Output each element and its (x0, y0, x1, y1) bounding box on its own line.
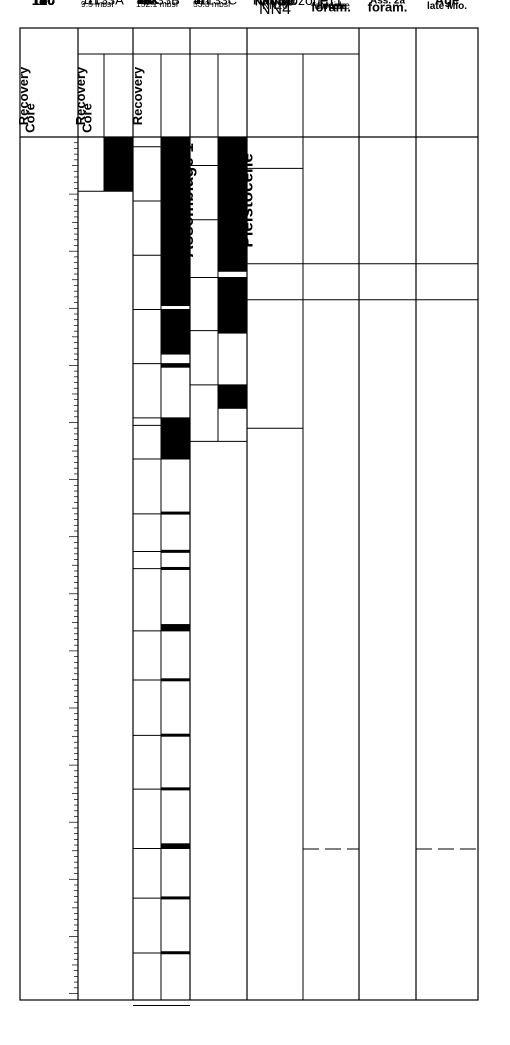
recovery-bar (218, 330, 247, 334)
recovery-bar (161, 146, 190, 201)
core-label: 3H (137, 0, 152, 7)
recovery-bar (161, 624, 190, 631)
column-headers: 1133ACoreRecovery1133BCoreRecovery1133CC… (16, 0, 460, 133)
depth-tick-label: 100 (32, 0, 56, 8)
core-label: 5H (194, 0, 209, 7)
depth-tick-label: 110 (32, 0, 55, 8)
plankt-header: Plankt.foram. (310, 0, 353, 14)
core-label: 1H (137, 0, 150, 7)
nanno-zone-label: NN5–NN4 (255, 0, 296, 18)
recovery-bar (218, 137, 247, 166)
depth-tick-label: 70 (39, 0, 55, 8)
core-label: 19X (137, 0, 158, 7)
benth-header: Benth.foram. (367, 0, 407, 14)
plankt-zone-label: nosample (315, 0, 348, 12)
hole-columns: 1HTD =9.5 mbsf1H2H3H4H5H6H7H8X9X10X11X12… (78, 0, 247, 1006)
depth-tick-label: 60 (39, 0, 55, 8)
recovery-bar (161, 843, 190, 849)
recovery-bar (218, 277, 247, 331)
nanno-zone-label: NN21–NN20 (259, 0, 291, 12)
core-label: 2H (137, 0, 152, 7)
recovery-header: Recovery (16, 66, 31, 125)
nanno-header: Nanno. (253, 0, 297, 8)
nanno-zone-label: NN6 (259, 0, 291, 10)
core-label: 17X (137, 0, 158, 7)
td-note: TD =53.3 mbsf (193, 0, 231, 9)
recovery-bar (161, 200, 190, 256)
core-label: 16X (137, 0, 158, 7)
recovery-bar (218, 165, 247, 220)
depth-tick-label: 120 (32, 0, 56, 8)
core-label: 15X (137, 0, 158, 7)
core-label: 6H (194, 0, 209, 7)
age-zone-label: Pleistocene (238, 153, 257, 248)
recovery-bar (104, 137, 133, 192)
hole-name: 1133C (200, 0, 237, 8)
plankt-zone-label: Pt1 (319, 0, 343, 10)
core-label: 3H (194, 0, 209, 7)
core-label: 9X (137, 0, 152, 7)
depth-tick-label: 80 (39, 0, 55, 8)
depth-tick-label: 20 (39, 0, 55, 8)
recovery-bar (161, 363, 190, 368)
core-label: 14X (137, 0, 158, 7)
core-label: 5H (137, 0, 152, 7)
outer-frame (19, 27, 479, 1001)
plankt-zone-label: middleMiocene (312, 0, 350, 12)
depth-tick-label: 150 (32, 0, 56, 8)
core-label: 13X (137, 0, 158, 7)
core-label: 4H (137, 0, 152, 7)
recovery-bar (218, 384, 247, 409)
recovery-bar (161, 255, 190, 307)
hole-name: 1133B (143, 0, 180, 8)
depth-tick-label: 90 (39, 0, 55, 8)
hole-name: 1133A (87, 0, 124, 8)
core-header: Core (23, 103, 38, 133)
recovery-bar (161, 309, 190, 355)
age-header: Age (435, 0, 460, 8)
recovery-header: Recovery (130, 66, 145, 125)
depth-tick-label: 10 (39, 0, 55, 8)
depth-axis: Depth (mbsf)1020304050607080901001101201… (32, 0, 78, 994)
recovery-bar (161, 417, 190, 426)
benth-zone-label: Ass. 2a (370, 0, 405, 7)
td-note: TD =152.1 mbsf (136, 0, 179, 9)
recovery-bar (161, 137, 190, 147)
core-label: 7H (137, 0, 150, 7)
age-zone-label: early Plio.-late Mio. (422, 0, 473, 12)
core-label: 1H (82, 0, 97, 7)
zone-columns: NN21–NN20NN19NN12NN6NN5–NN4 Pt1Plio.-l. M… (178, 0, 478, 850)
depth-tick-label: 130 (32, 0, 56, 8)
core-label: 2H (194, 0, 209, 7)
recovery-header: Recovery (73, 66, 88, 125)
core-label: 12X (137, 0, 158, 7)
core-label: 4H (194, 0, 209, 7)
benth-zone-label: Assemblage 1 (178, 143, 197, 257)
nanno-zone-label: NN12 (262, 0, 288, 7)
core-label: 8X (137, 0, 152, 7)
depth-tick-label: 140 (32, 0, 56, 8)
core-label: 1H (194, 0, 209, 7)
recovery-bar (161, 511, 190, 515)
biozone-header: Biozone (278, 0, 329, 8)
core-label: 10X (137, 0, 158, 7)
core-header: Core (80, 103, 95, 133)
depth-tick-label: 30 (39, 0, 55, 8)
depth-tick-label: 40 (39, 0, 55, 8)
core-label: 11X (137, 0, 157, 7)
nanno-zone-label: NN19 (255, 0, 296, 10)
recovery-bar (218, 219, 247, 272)
plankt-zone-label: Plio.-l. Mio. (318, 0, 345, 12)
depth-tick-label: 50 (39, 0, 55, 8)
recovery-bar (161, 425, 190, 460)
core-label: 6H (137, 0, 152, 7)
core-label: 18X (137, 0, 158, 7)
td-note: TD =9.5 mbsf (81, 0, 114, 9)
